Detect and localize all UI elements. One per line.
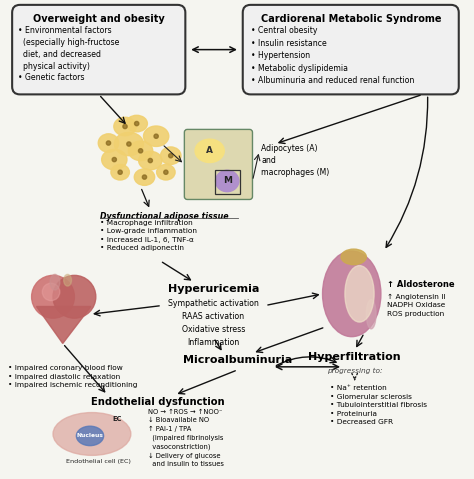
- Ellipse shape: [114, 117, 136, 136]
- Circle shape: [32, 275, 74, 318]
- Text: A: A: [206, 146, 213, 155]
- Ellipse shape: [134, 169, 155, 185]
- Ellipse shape: [128, 141, 153, 160]
- Text: Sympathetic activation
RAAS activation
Oxidative stress
Inflammation: Sympathetic activation RAAS activation O…: [168, 299, 259, 347]
- Ellipse shape: [111, 164, 129, 180]
- Text: ↑ Aldosterone: ↑ Aldosterone: [387, 280, 455, 289]
- Polygon shape: [36, 307, 91, 343]
- Circle shape: [164, 170, 168, 174]
- Text: Hyperuricemia: Hyperuricemia: [168, 284, 259, 294]
- Ellipse shape: [195, 139, 224, 162]
- Text: • Macrophage infiltration
• Low-grade inflammation
• Increased IL-1, 6, TNF-α
• : • Macrophage infiltration • Low-grade in…: [100, 220, 197, 251]
- Text: Adipocytes (A)
and
macrophages (M): Adipocytes (A) and macrophages (M): [261, 144, 329, 177]
- Ellipse shape: [322, 251, 381, 337]
- Ellipse shape: [50, 274, 60, 290]
- Text: Cardiorenal Metabolic Syndrome: Cardiorenal Metabolic Syndrome: [261, 13, 441, 23]
- Circle shape: [138, 148, 143, 153]
- Ellipse shape: [126, 115, 147, 132]
- Ellipse shape: [114, 132, 144, 156]
- Text: Hyperfiltration: Hyperfiltration: [308, 352, 401, 362]
- Text: • Na⁺ retention
• Glomerular sclerosis
• Tubulointerstitial fibrosis
• Proteinur: • Na⁺ retention • Glomerular sclerosis •…: [330, 385, 428, 425]
- Circle shape: [53, 275, 96, 318]
- Circle shape: [135, 122, 139, 125]
- Text: NO → ↑ROS → ↑NOO⁻
↓ Bioavailable NO
↑ PAI-1 / TPA
  (impaired fibrinolysis
  vas: NO → ↑ROS → ↑NOO⁻ ↓ Bioavailable NO ↑ PA…: [148, 409, 224, 467]
- Ellipse shape: [366, 300, 376, 329]
- Ellipse shape: [101, 149, 127, 170]
- Text: Endothelial cell (EC): Endothelial cell (EC): [66, 459, 130, 464]
- Ellipse shape: [161, 147, 181, 164]
- FancyBboxPatch shape: [12, 5, 185, 94]
- Circle shape: [148, 159, 153, 163]
- Text: Nucleus: Nucleus: [76, 433, 103, 438]
- Text: EC: EC: [112, 416, 122, 422]
- Circle shape: [169, 154, 173, 158]
- Ellipse shape: [138, 151, 162, 170]
- Circle shape: [112, 158, 117, 162]
- FancyBboxPatch shape: [243, 5, 459, 94]
- Ellipse shape: [53, 412, 131, 456]
- Text: • Environmental factors
  (especially high-fructose
  diet, and decreased
  phys: • Environmental factors (especially high…: [18, 26, 119, 71]
- Text: Microalbuminuria: Microalbuminuria: [183, 355, 292, 365]
- Text: ↑ Angiotensin II
NADPH Oxidase
ROS production: ↑ Angiotensin II NADPH Oxidase ROS produ…: [387, 294, 445, 317]
- Ellipse shape: [64, 274, 72, 286]
- Circle shape: [154, 134, 158, 138]
- Ellipse shape: [156, 164, 175, 180]
- Circle shape: [127, 142, 131, 146]
- Text: • Central obesity
• Insulin resistance
• Hypertension
• Metabolic dyslipidemia
•: • Central obesity • Insulin resistance •…: [251, 26, 414, 85]
- Text: Overweight and obesity: Overweight and obesity: [33, 13, 164, 23]
- Circle shape: [106, 141, 110, 145]
- FancyBboxPatch shape: [184, 129, 253, 199]
- Text: • Impaired coronary blood flow
• Impaired diastolic relaxation
• Impaired ischem: • Impaired coronary blood flow • Impaire…: [8, 365, 137, 388]
- Circle shape: [142, 175, 146, 179]
- Circle shape: [123, 125, 127, 129]
- Text: Dysfunctional adipose tissue: Dysfunctional adipose tissue: [100, 212, 228, 221]
- Ellipse shape: [98, 134, 118, 152]
- Ellipse shape: [76, 426, 104, 445]
- Text: • Genetic factors: • Genetic factors: [18, 73, 84, 82]
- Text: progressing to:: progressing to:: [327, 368, 383, 374]
- Circle shape: [42, 283, 60, 301]
- Circle shape: [118, 170, 122, 174]
- Text: Endothelial dysfunction: Endothelial dysfunction: [91, 397, 225, 407]
- Ellipse shape: [144, 126, 169, 147]
- Ellipse shape: [341, 249, 366, 265]
- Ellipse shape: [345, 266, 374, 322]
- Ellipse shape: [216, 170, 239, 192]
- Text: M: M: [223, 176, 232, 185]
